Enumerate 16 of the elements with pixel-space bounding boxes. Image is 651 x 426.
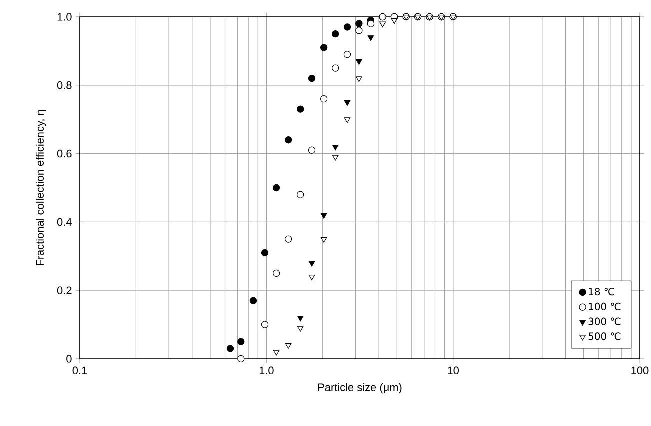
x-tick-label: 1.0 [260, 366, 274, 375]
x-tick-label: 100 [632, 366, 649, 375]
y-tick-label: 0.8 [57, 82, 72, 90]
y-tick-label: 0.2 [57, 286, 72, 294]
x-tick-label: 10 [448, 366, 459, 375]
y-tick-label: 0.6 [57, 150, 72, 158]
legend-label: 500 ℃ [588, 332, 621, 340]
legend-label: 18 ℃ [589, 288, 614, 296]
y-axis-title: Fractional collection efficiency, η [36, 110, 46, 266]
legend-label: 100 ℃ [589, 302, 621, 310]
y-tick-label: 1.0 [58, 13, 72, 21]
x-tick-label: 0.1 [72, 366, 88, 375]
y-tick-label: 0 [66, 355, 72, 363]
legend-label: 300 ℃ [588, 318, 621, 326]
x-axis-title: Particle size (μm) [318, 383, 402, 394]
y-tick-label: 0.4 [57, 218, 72, 226]
